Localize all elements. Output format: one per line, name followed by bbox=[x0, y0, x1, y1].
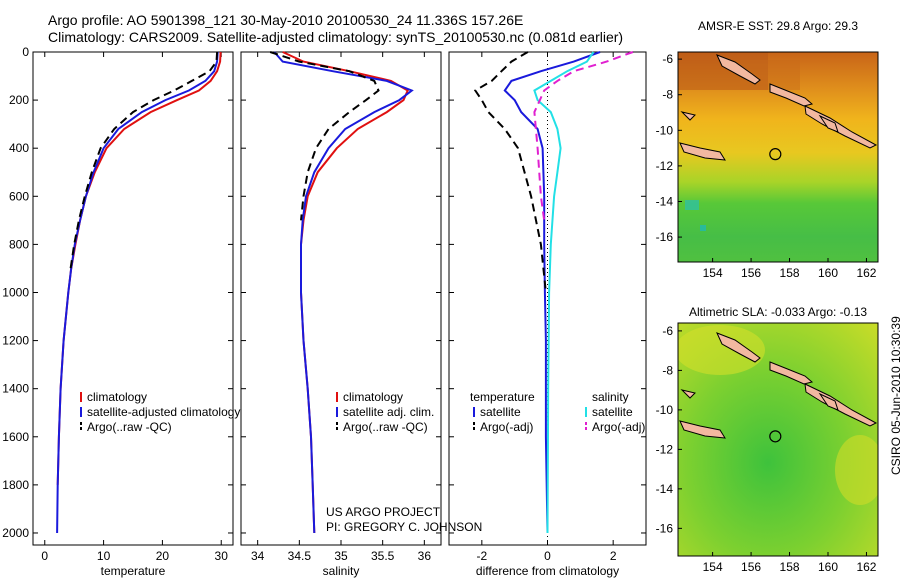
y-tick-label: 200 bbox=[9, 93, 29, 107]
legend-label: satellite bbox=[592, 405, 633, 419]
credit-line-1: US ARGO PROJECT bbox=[326, 505, 441, 519]
sla-map-panel: Altimetric SLA: -0.033 Argo: -0.13 154 15… bbox=[656, 305, 879, 574]
x-axis-label: salinity bbox=[323, 564, 360, 578]
x-tick-label: -2 bbox=[476, 549, 487, 563]
series-line-satellite bbox=[503, 51, 601, 534]
x-tick-label: 34 bbox=[251, 549, 265, 563]
legend-label: Argo(-adj) bbox=[592, 420, 645, 434]
x-tick-label: 34.5 bbox=[288, 549, 312, 563]
y-tick-label: -8 bbox=[662, 363, 673, 377]
x-tick-label: 156 bbox=[741, 560, 761, 574]
y-tick-label: -12 bbox=[656, 442, 674, 456]
legend-label: satellite bbox=[480, 405, 521, 419]
x-axis-label: difference from climatology bbox=[476, 564, 619, 578]
project-credits: US ARGO PROJECT PI: GREGORY C. JOHNSON bbox=[326, 505, 482, 534]
legend-label: satellite-adjusted climatology bbox=[87, 405, 240, 419]
x-tick-label: 154 bbox=[703, 560, 723, 574]
csiro-timestamp: CSIRO 05-Jun-2010 10:30:39 bbox=[889, 316, 900, 475]
legend-label: climatology bbox=[87, 390, 147, 404]
x-tick-label: 2 bbox=[610, 549, 617, 563]
sst-map-title: AMSR-E SST: 29.8 Argo: 29.3 bbox=[698, 19, 858, 33]
y-tick-label: 2000 bbox=[2, 526, 29, 540]
x-tick-label: 156 bbox=[741, 266, 761, 280]
sst-map-panel: AMSR-E SST: 29.8 Argo: 29.3 154 156 158 160… bbox=[656, 19, 879, 280]
y-tick-label: -10 bbox=[656, 123, 674, 137]
y-tick-label: 1600 bbox=[2, 430, 29, 444]
x-tick-label: 0 bbox=[544, 549, 551, 563]
plot-frame bbox=[240, 51, 442, 546]
y-tick-label: -14 bbox=[656, 194, 674, 208]
coastline bbox=[679, 332, 878, 439]
legend-label: Argo(-adj) bbox=[480, 420, 533, 434]
sst-map-frame bbox=[677, 51, 879, 263]
x-tick-label: 10 bbox=[97, 549, 111, 563]
legend-label: satellite adj. clim. bbox=[343, 405, 434, 419]
x-tick-label: 160 bbox=[818, 560, 838, 574]
legend: temperaturesatelliteArgo(-adj)salinitysa… bbox=[470, 390, 645, 434]
y-tick-label: 1000 bbox=[2, 285, 29, 299]
x-tick-label: 158 bbox=[780, 560, 800, 574]
y-tick-label: 1200 bbox=[2, 334, 29, 348]
y-tick-label: -8 bbox=[662, 88, 673, 102]
y-tick-label: -12 bbox=[656, 159, 674, 173]
y-tick-label: -6 bbox=[662, 324, 673, 338]
x-axis-label: temperature bbox=[101, 564, 166, 578]
profile-panel-2: 34 34.5 35 35.5 36 salinity climatologysatelli… bbox=[240, 51, 442, 578]
figure-title-line-1: Argo profile: AO 5901398_121 30-May-2010… bbox=[48, 12, 524, 28]
legend-label: Argo(..raw -QC) bbox=[343, 420, 428, 434]
y-tick-label: 400 bbox=[9, 141, 29, 155]
argo-position-marker bbox=[769, 148, 782, 161]
x-tick-label: 30 bbox=[215, 549, 229, 563]
y-tick-label: -6 bbox=[662, 52, 673, 66]
sla-map-title: Altimetric SLA: -0.033 Argo: -0.13 bbox=[689, 305, 867, 319]
x-tick-label: 162 bbox=[856, 560, 876, 574]
series-line-argo-adj- bbox=[473, 51, 547, 293]
sla-map-frame bbox=[677, 322, 879, 557]
y-tick-label: -16 bbox=[656, 230, 674, 244]
x-tick-label: 160 bbox=[818, 266, 838, 280]
profile-panel-1: 0 10 20 30 0 200 400 600 800 1000 1200 1400 1600 1800… bbox=[2, 45, 240, 578]
argo-position-marker bbox=[769, 430, 782, 443]
x-tick-label: 158 bbox=[780, 266, 800, 280]
y-tick-label: 1800 bbox=[2, 478, 29, 492]
x-tick-label: 0 bbox=[41, 549, 48, 563]
x-tick-label: 20 bbox=[156, 549, 170, 563]
x-tick-label: 162 bbox=[856, 266, 876, 280]
x-tick-label: 36 bbox=[418, 549, 432, 563]
y-tick-label: 600 bbox=[9, 189, 29, 203]
series-line-satellite-adj-clim- bbox=[273, 51, 414, 534]
x-tick-label: 35.5 bbox=[371, 549, 395, 563]
y-tick-label: -10 bbox=[656, 403, 674, 417]
coastline bbox=[679, 54, 878, 161]
x-tick-label: 35 bbox=[334, 549, 348, 563]
figure-title-line-2: Climatology: CARS2009. Satellite-adjuste… bbox=[48, 29, 624, 45]
series-line-satellite bbox=[533, 51, 595, 534]
x-tick-label: 154 bbox=[703, 266, 723, 280]
series-line-argo-adj- bbox=[533, 51, 634, 221]
y-tick-label: 0 bbox=[22, 45, 29, 59]
y-tick-label: 1400 bbox=[2, 382, 29, 396]
legend-label: climatology bbox=[343, 390, 403, 404]
series-line-satellite-adjusted-climatology bbox=[56, 51, 219, 534]
legend-group-title: salinity bbox=[592, 390, 629, 404]
credit-line-2: PI: GREGORY C. JOHNSON bbox=[326, 520, 482, 534]
y-tick-label: -14 bbox=[656, 482, 674, 496]
y-tick-label: 800 bbox=[9, 237, 29, 251]
legend-label: Argo(..raw -QC) bbox=[87, 420, 172, 434]
series-line-argo-raw-qc- bbox=[269, 51, 380, 221]
series-line-argo-raw-qc- bbox=[69, 51, 219, 269]
legend-group-title: temperature bbox=[470, 390, 535, 404]
y-tick-label: -16 bbox=[656, 521, 674, 535]
plot-frame bbox=[32, 51, 234, 546]
